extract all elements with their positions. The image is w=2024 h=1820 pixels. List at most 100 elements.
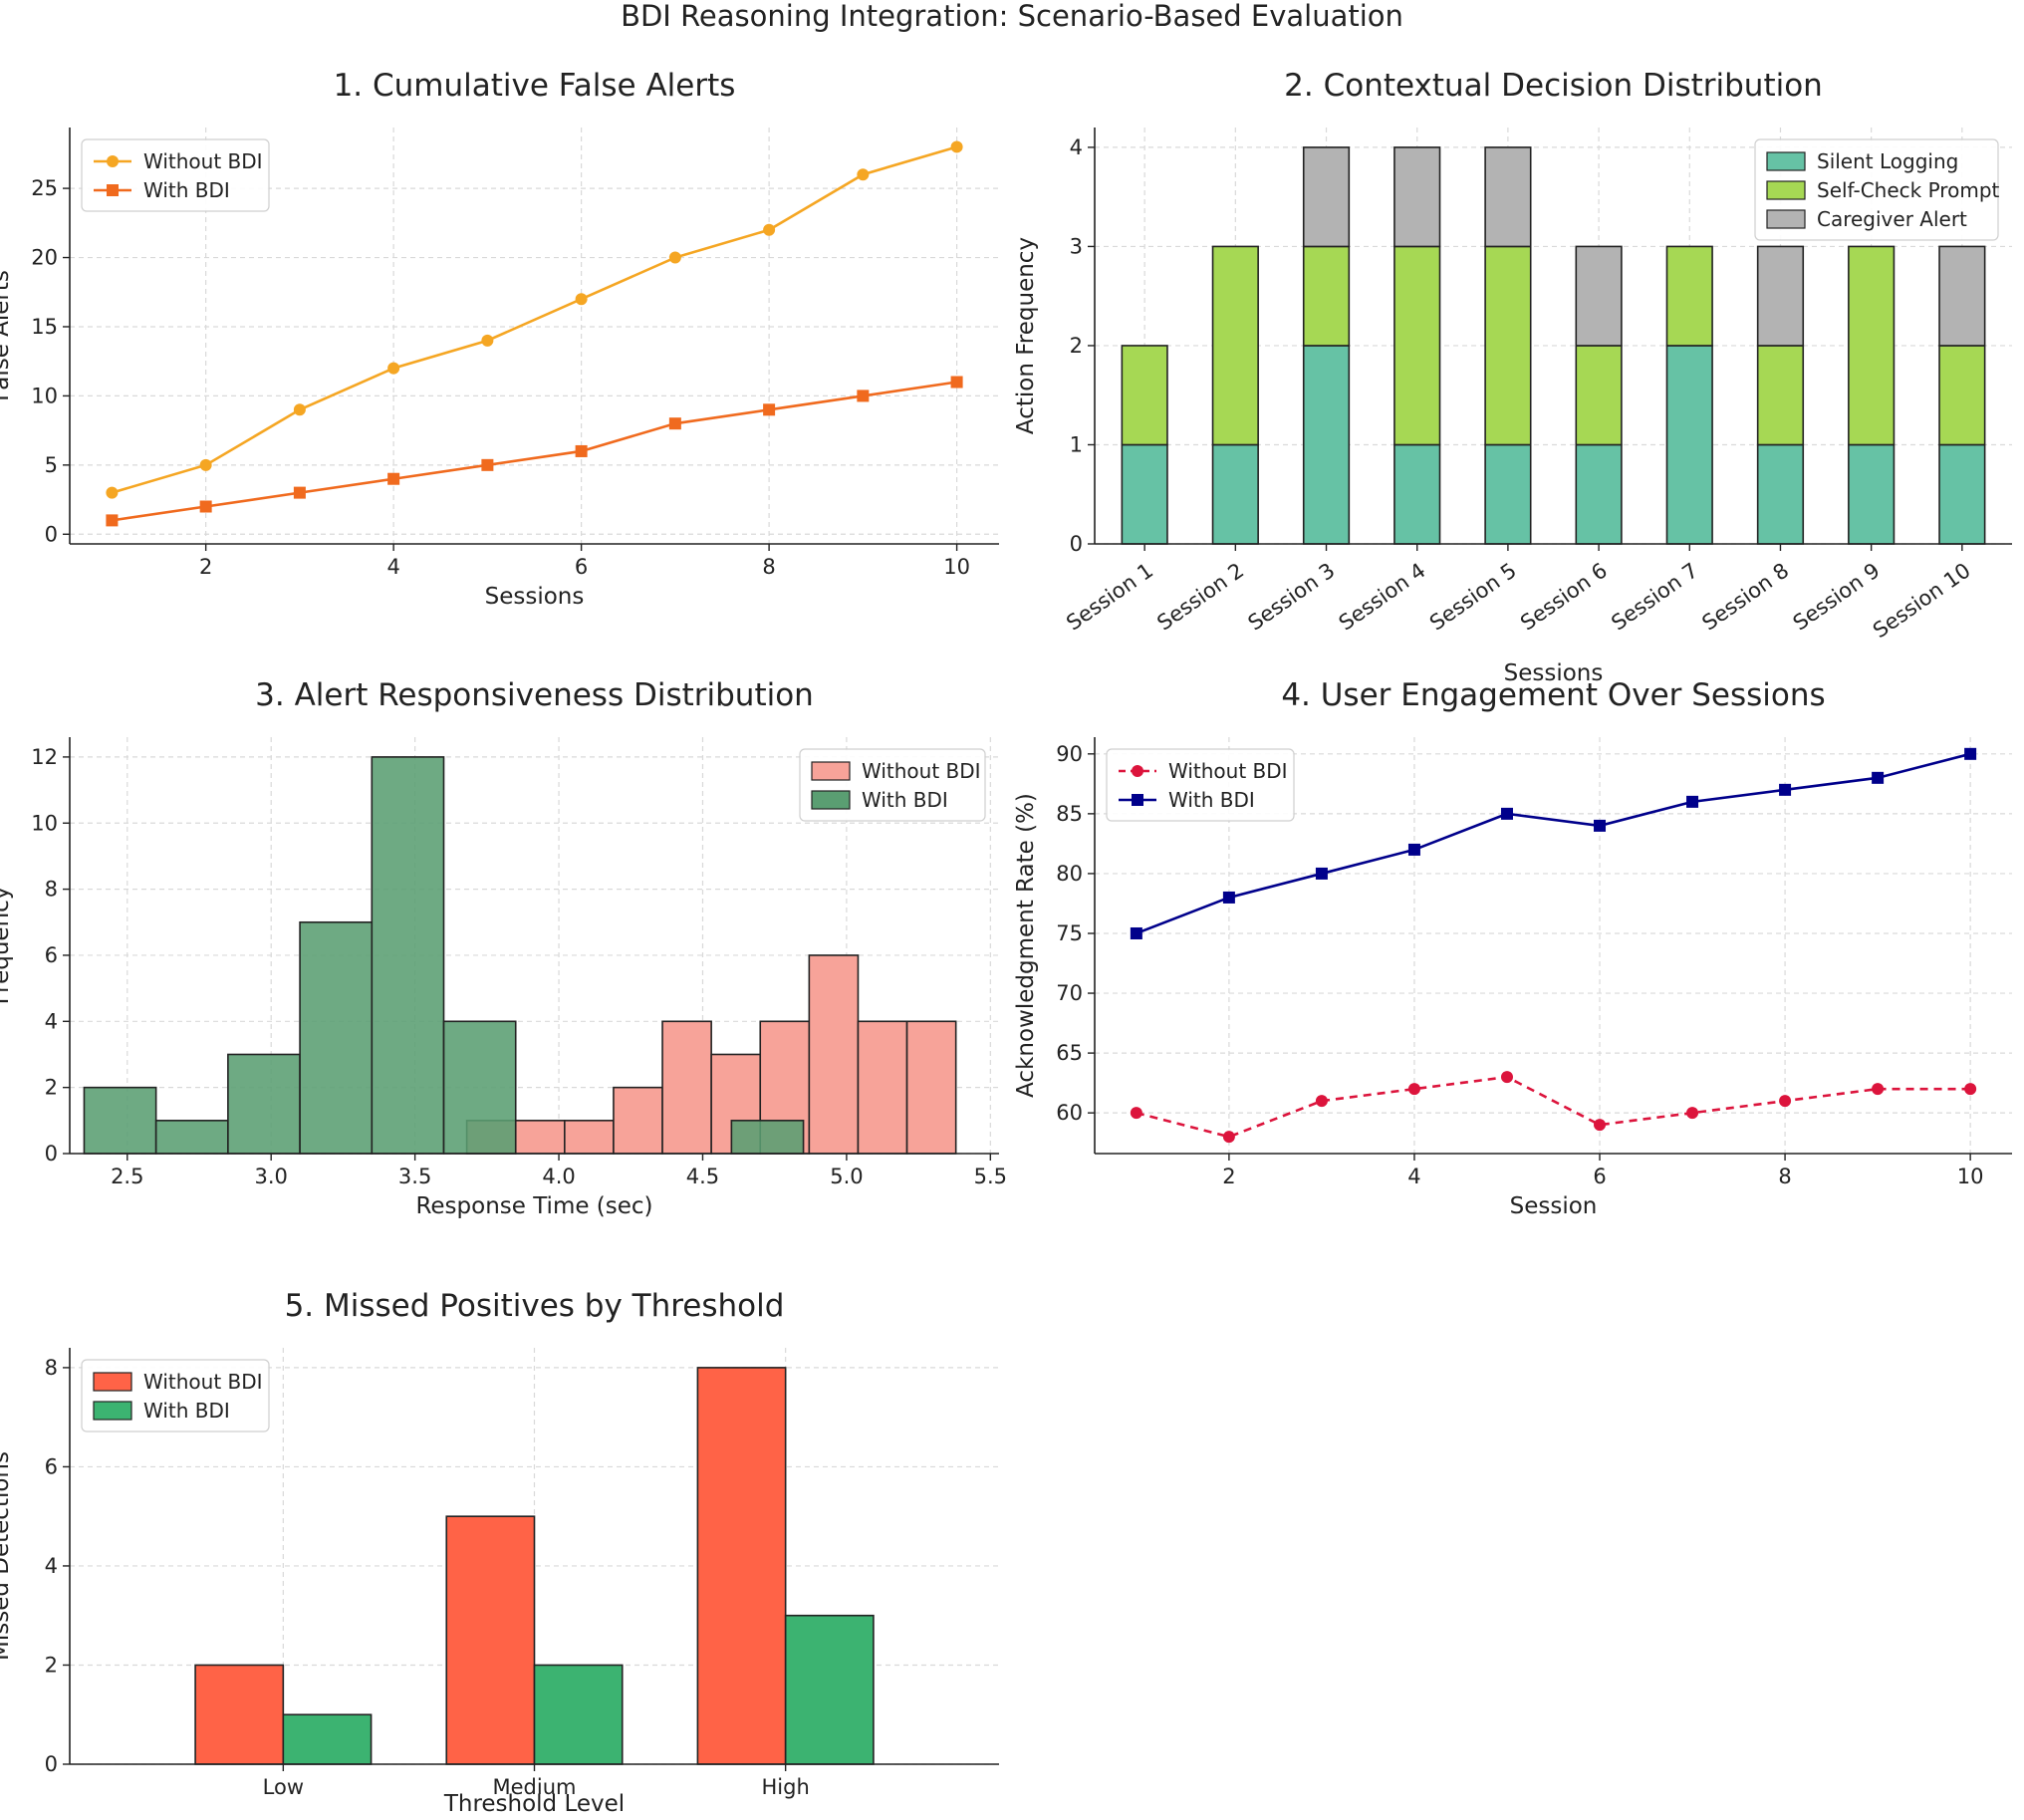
x-tick-label: High bbox=[762, 1775, 810, 1799]
figure-title: BDI Reasoning Integration: Scenario-Base… bbox=[621, 0, 1403, 33]
bar-segment bbox=[1938, 245, 1986, 347]
series-line bbox=[1136, 1075, 1971, 1139]
bar bbox=[194, 1664, 285, 1765]
legend-swatch bbox=[93, 1401, 132, 1421]
bar-segment bbox=[1756, 443, 1805, 545]
data-point bbox=[1315, 1095, 1328, 1108]
data-point bbox=[1686, 1107, 1699, 1120]
y-tick-label: 2 bbox=[1070, 334, 1083, 358]
x-tick-label: 3.0 bbox=[254, 1165, 287, 1188]
x-tick-label: 5.0 bbox=[830, 1165, 863, 1188]
y-axis-label: Action Frequency bbox=[1013, 237, 1039, 434]
data-point bbox=[950, 140, 963, 153]
x-tick-label: 4.5 bbox=[686, 1165, 719, 1188]
x-tick-label: 2.5 bbox=[111, 1165, 143, 1188]
data-point bbox=[1686, 795, 1699, 808]
bar-segment bbox=[1393, 443, 1441, 545]
x-axis-label: Response Time (sec) bbox=[415, 1193, 652, 1219]
x-tick-label: 10 bbox=[1957, 1165, 1984, 1188]
bar bbox=[445, 1515, 536, 1765]
bar-segment bbox=[1848, 245, 1896, 446]
hist-bar bbox=[730, 1120, 805, 1155]
hist-bar bbox=[154, 1120, 229, 1155]
y-tick-label: 0 bbox=[45, 1752, 58, 1776]
x-tick-label: 3.5 bbox=[398, 1165, 431, 1188]
y-tick-label: 2 bbox=[45, 1076, 58, 1100]
y-tick-label: 75 bbox=[1056, 921, 1083, 945]
data-point bbox=[1407, 843, 1420, 856]
legend-frame bbox=[81, 138, 270, 212]
x-tick-label: 10 bbox=[943, 555, 970, 579]
panel-title: 1. Cumulative False Alerts bbox=[334, 68, 736, 104]
bar-segment bbox=[1575, 345, 1623, 446]
hist-bar bbox=[857, 1020, 908, 1155]
y-tick-label: 3 bbox=[1070, 234, 1083, 258]
x-axis-label: Sessions bbox=[1504, 660, 1604, 686]
data-point bbox=[1500, 1071, 1513, 1084]
y-tick-label: 10 bbox=[31, 384, 58, 407]
y-tick-label: 25 bbox=[31, 176, 58, 200]
hist-bar bbox=[661, 1020, 712, 1155]
bar-segment bbox=[1756, 245, 1805, 347]
legend-label: Self-Check Prompt bbox=[1817, 178, 2000, 202]
data-point bbox=[668, 417, 681, 430]
data-point bbox=[1779, 783, 1792, 796]
hist-bar bbox=[808, 954, 860, 1155]
x-tick-label: 4.0 bbox=[542, 1165, 575, 1188]
axes-frame bbox=[1094, 737, 2012, 1155]
data-point bbox=[668, 251, 681, 264]
gridlines bbox=[1095, 737, 2012, 1154]
bar-segment bbox=[1211, 245, 1259, 446]
legend-label: Without BDI bbox=[862, 759, 981, 783]
y-tick-label: 1 bbox=[1070, 432, 1083, 456]
legend-marker bbox=[1132, 794, 1143, 806]
panel-title: 3. Alert Responsiveness Distribution bbox=[255, 677, 814, 713]
y-tick-label: 4 bbox=[1070, 135, 1083, 159]
data-point bbox=[1315, 867, 1328, 880]
panel-title: 5. Missed Positives by Threshold bbox=[285, 1288, 785, 1324]
bar-segment bbox=[1665, 345, 1713, 545]
bar bbox=[533, 1664, 624, 1765]
data-point bbox=[575, 444, 588, 457]
legend-label: With BDI bbox=[143, 1399, 230, 1423]
data-point bbox=[1779, 1095, 1792, 1108]
legend-label: Without BDI bbox=[143, 149, 263, 173]
data-point bbox=[481, 458, 494, 471]
hist-bar bbox=[613, 1086, 663, 1155]
legend-swatch bbox=[1766, 209, 1806, 229]
bar-segment bbox=[1665, 245, 1713, 347]
x-tick-label: 6 bbox=[1593, 1165, 1606, 1188]
x-tick-label: 4 bbox=[1407, 1165, 1420, 1188]
y-tick-label: 20 bbox=[31, 246, 58, 270]
data-point bbox=[950, 376, 963, 389]
data-point bbox=[387, 472, 400, 485]
data-point bbox=[763, 403, 776, 416]
axes-frame bbox=[69, 1348, 999, 1765]
data-point bbox=[1594, 819, 1607, 832]
bar-segment bbox=[1302, 345, 1351, 545]
bar-segment bbox=[1938, 345, 1986, 446]
x-tick-label: 2 bbox=[199, 555, 212, 579]
x-tick-label: Low bbox=[263, 1775, 304, 1799]
y-tick-label: 70 bbox=[1056, 981, 1083, 1005]
bar-segment bbox=[1484, 245, 1532, 446]
y-tick-label: 60 bbox=[1056, 1101, 1083, 1125]
y-tick-label: 0 bbox=[1070, 532, 1083, 556]
bar bbox=[784, 1614, 875, 1765]
data-point bbox=[199, 458, 212, 471]
data-point bbox=[763, 223, 776, 236]
legend-swatch bbox=[1766, 180, 1806, 200]
legend: Silent Logging Self-Check Prompt Caregiver… bbox=[1754, 138, 2000, 241]
bar-segment bbox=[1302, 245, 1351, 347]
y-tick-label: 6 bbox=[45, 943, 58, 967]
y-axis-label: Missed Detections bbox=[0, 1451, 14, 1661]
x-tick-label: Session 5 bbox=[1425, 558, 1521, 635]
bar bbox=[282, 1713, 373, 1765]
data-point bbox=[1130, 926, 1142, 939]
axes-frame bbox=[69, 737, 999, 1155]
legend-label: With BDI bbox=[143, 178, 230, 202]
legend-frame bbox=[1106, 748, 1295, 822]
legend-frame bbox=[1754, 138, 1999, 241]
panel-p4: 2 4 6 8 10 60 65 70 75 80 85 90 4. User Engagement O… bbox=[1013, 677, 2012, 1219]
x-tick-label: 8 bbox=[1778, 1165, 1791, 1188]
